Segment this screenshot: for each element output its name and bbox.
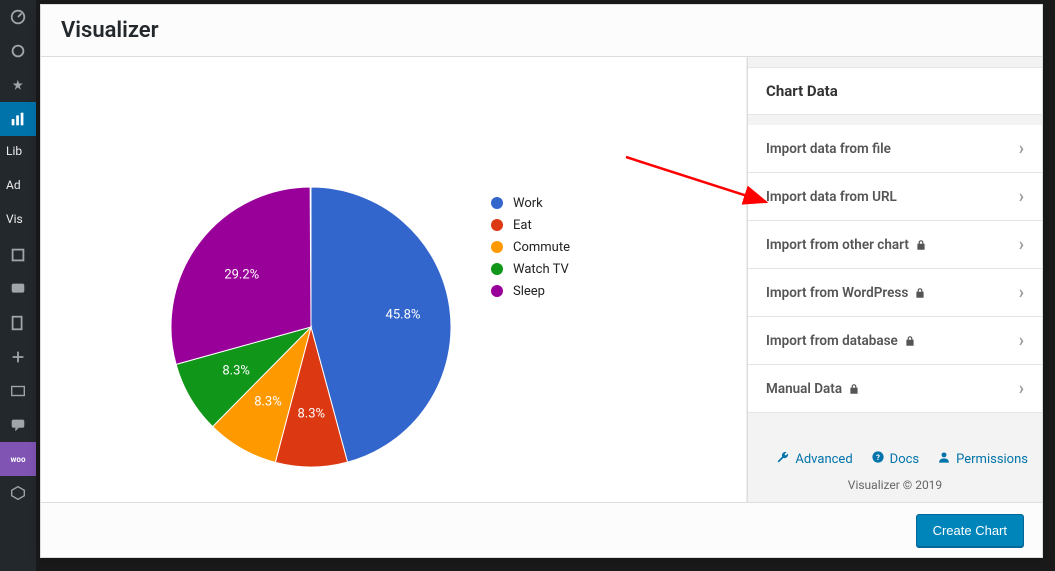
footer-link-label: Permissions xyxy=(956,452,1028,467)
copyright-text: Visualizer © 2019 xyxy=(762,478,1028,492)
footer-link-label: Docs xyxy=(890,452,919,467)
footer-link-advanced[interactable]: Advanced xyxy=(776,450,852,468)
lock-icon xyxy=(915,239,927,251)
legend-label: Work xyxy=(513,196,543,211)
wp-submenu-vis[interactable]: Vis xyxy=(0,204,36,238)
lock-icon xyxy=(914,287,926,299)
lock-icon xyxy=(848,383,860,395)
wp-menu-comments[interactable] xyxy=(0,272,36,306)
panel-item-label: Import data from URL xyxy=(766,189,897,205)
footer-link-docs[interactable]: ? Docs xyxy=(871,450,919,468)
wp-menu-dashboard[interactable] xyxy=(0,0,36,34)
panel-item-label: Import from other chart xyxy=(766,237,909,253)
chevron-right-icon: › xyxy=(1019,330,1024,351)
chevron-right-icon: › xyxy=(1019,378,1024,399)
wp-menu-woo[interactable]: woo xyxy=(0,442,36,476)
modal-title: Visualizer xyxy=(61,18,159,43)
panel-item-label: Import from database xyxy=(766,333,898,349)
legend-swatch xyxy=(491,241,503,253)
visualizer-modal: Visualizer 45.8%8.3%8.3%8.3%29.2% Work Ea… xyxy=(40,4,1043,558)
wp-admin-sidebar: Lib Ad Vis woo xyxy=(0,0,36,571)
panel-item-label: Import data from file xyxy=(766,141,891,157)
footer-link-label: Advanced xyxy=(795,452,852,467)
panel-item-label: Import from WordPress xyxy=(766,285,908,301)
panel-item-import-from-wordpress[interactable]: Import from WordPress › xyxy=(748,269,1042,317)
lock-icon xyxy=(904,335,916,347)
wp-submenu-add[interactable]: Ad xyxy=(0,170,36,204)
modal-footer: Create Chart xyxy=(41,502,1042,557)
create-chart-button[interactable]: Create Chart xyxy=(916,514,1024,547)
legend-item[interactable]: Eat xyxy=(491,214,570,236)
wp-menu-mail[interactable] xyxy=(0,374,36,408)
chevron-right-icon: › xyxy=(1019,282,1024,303)
legend-swatch xyxy=(491,219,503,231)
panel-item-label: Manual Data xyxy=(766,381,842,397)
legend-swatch xyxy=(491,285,503,297)
legend-label: Watch TV xyxy=(513,262,569,277)
chevron-right-icon: › xyxy=(1019,186,1024,207)
footer-link-permissions[interactable]: Permissions xyxy=(937,450,1028,468)
chart-preview: 45.8%8.3%8.3%8.3%29.2% Work Eat Commute Wat… xyxy=(41,57,747,502)
chevron-right-icon: › xyxy=(1019,138,1024,159)
wp-submenu-library[interactable]: Lib xyxy=(0,136,36,170)
panel-section-title: Chart Data xyxy=(748,67,1042,115)
wp-menu-add-new[interactable] xyxy=(0,340,36,374)
legend-item[interactable]: Sleep xyxy=(491,280,570,302)
pie-chart: 45.8%8.3%8.3%8.3%29.2% xyxy=(171,157,451,501)
user-icon xyxy=(937,450,951,468)
wp-menu-chat[interactable] xyxy=(0,408,36,442)
legend-label: Eat xyxy=(513,218,532,233)
legend-swatch xyxy=(491,197,503,209)
modal-header: Visualizer xyxy=(41,5,1042,57)
panel-item-import-data-from-file[interactable]: Import data from file › xyxy=(748,125,1042,173)
wp-menu-pin[interactable] xyxy=(0,68,36,102)
chart-data-panel: Chart Data Import data from file›Import … xyxy=(747,57,1042,502)
wp-menu-pages[interactable] xyxy=(0,306,36,340)
panel-item-import-from-database[interactable]: Import from database › xyxy=(748,317,1042,365)
wp-menu-visualizer[interactable] xyxy=(0,102,36,136)
question-icon: ? xyxy=(871,450,885,468)
chart-legend: Work Eat Commute Watch TV Sleep xyxy=(491,192,570,302)
wp-menu-updates[interactable] xyxy=(0,34,36,68)
legend-item[interactable]: Work xyxy=(491,192,570,214)
wp-menu-cube[interactable] xyxy=(0,476,36,510)
legend-label: Commute xyxy=(513,240,570,255)
chevron-right-icon: › xyxy=(1019,234,1024,255)
legend-item[interactable]: Watch TV xyxy=(491,258,570,280)
panel-item-import-data-from-url[interactable]: Import data from URL › xyxy=(748,173,1042,221)
legend-label: Sleep xyxy=(513,284,545,299)
legend-item[interactable]: Commute xyxy=(491,236,570,258)
panel-item-import-from-other-chart[interactable]: Import from other chart › xyxy=(748,221,1042,269)
svg-text:?: ? xyxy=(876,453,880,462)
legend-swatch xyxy=(491,263,503,275)
wrench-icon xyxy=(776,450,790,468)
panel-item-manual-data[interactable]: Manual Data › xyxy=(748,365,1042,413)
wp-menu-posts[interactable] xyxy=(0,238,36,272)
